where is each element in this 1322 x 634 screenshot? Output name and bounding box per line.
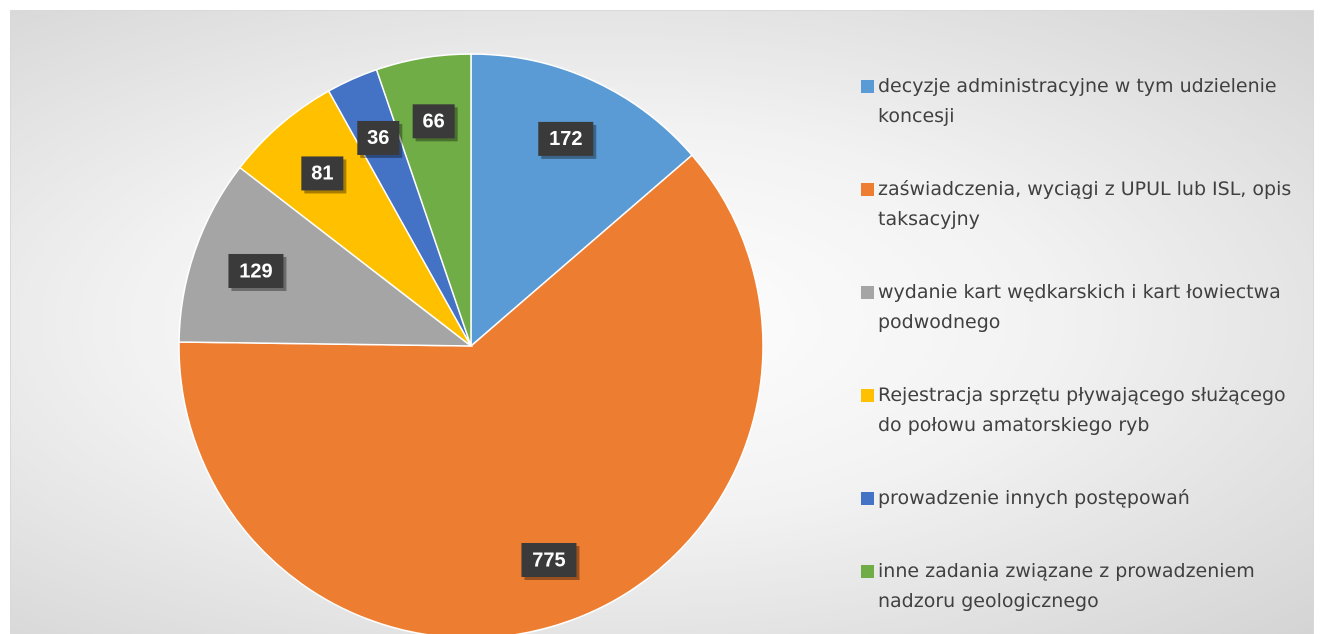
legend-label: inne zadania związane z prowadzeniem nad… xyxy=(878,560,1255,612)
legend-label: prowadzenie innych postępowań xyxy=(878,487,1190,509)
data-label: 775 xyxy=(532,549,565,571)
legend-item: inne zadania związane z prowadzeniem nad… xyxy=(861,556,1311,616)
legend-label: zaświadczenia, wyciągi z UPUL lub ISL, o… xyxy=(878,178,1292,230)
pie-slice xyxy=(178,154,764,634)
legend-swatch xyxy=(861,389,874,402)
data-label-box xyxy=(357,120,400,155)
data-label: 172 xyxy=(549,128,582,150)
data-label-box xyxy=(538,121,594,156)
data-label-box xyxy=(521,543,577,578)
legend-item: zaświadczenia, wyciągi z UPUL lub ISL, o… xyxy=(861,174,1311,234)
legend-swatch xyxy=(861,565,874,578)
data-label: 66 xyxy=(423,111,445,133)
legend-label: decyzje administracyjne w tym udzielenie… xyxy=(878,75,1277,127)
legend: decyzje administracyjne w tym udzielenie… xyxy=(861,71,1311,616)
legend-swatch xyxy=(861,286,874,299)
data-label: 81 xyxy=(311,163,333,185)
legend-swatch xyxy=(861,183,874,196)
data-label: 129 xyxy=(239,260,272,282)
data-label-box xyxy=(412,104,455,139)
legend-label: Rejestracja sprzętu pływającego służąceg… xyxy=(878,384,1286,436)
pie-area: 172 775 129 81 36 66 xyxy=(178,53,764,634)
legend-item: Rejestracja sprzętu pływającego służąceg… xyxy=(861,380,1311,440)
data-label-box xyxy=(228,253,284,288)
pie-slice xyxy=(470,53,694,348)
legend-swatch xyxy=(861,80,874,93)
legend-item: prowadzenie innych postępowań xyxy=(861,483,1311,513)
data-label-box xyxy=(301,156,344,191)
pie-slice xyxy=(238,90,472,347)
legend-item: decyzje administracyjne w tym udzielenie… xyxy=(861,71,1311,131)
legend-label: wydanie kart wędkarskich i kart łowiectw… xyxy=(878,281,1281,333)
legend-item: wydanie kart wędkarskich i kart łowiectw… xyxy=(861,277,1311,337)
pie-slice xyxy=(178,166,474,347)
legend-swatch xyxy=(861,492,874,505)
data-label: 36 xyxy=(367,127,389,149)
chart: 172 775 129 81 36 66 decyzje administracyjne … xyxy=(10,10,1314,634)
